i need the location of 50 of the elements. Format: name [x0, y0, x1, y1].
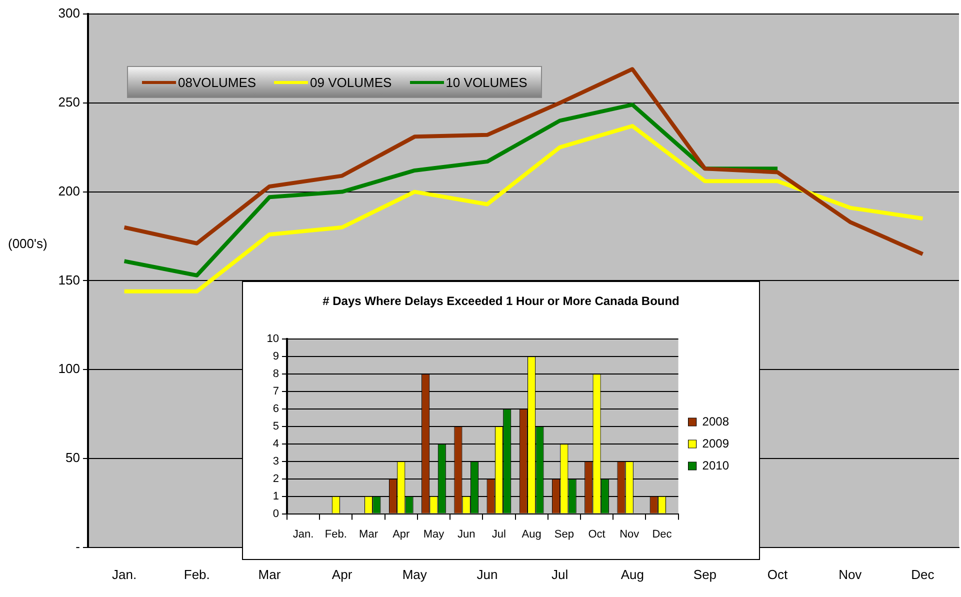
- x-tick-label: May: [423, 528, 445, 540]
- legend-label: 08VOLUMES: [177, 74, 256, 90]
- y-tick-label: 8: [272, 368, 279, 380]
- y-tick-label: 4: [272, 438, 279, 450]
- x-tick-label: Jun: [476, 566, 498, 582]
- legend-label: 2008: [702, 414, 730, 428]
- y-tick-label: 150: [58, 272, 80, 288]
- x-tick-label: Dec: [911, 566, 935, 582]
- x-tick-label: Apr: [392, 528, 410, 540]
- y-tick-label: 3: [272, 455, 279, 468]
- y-tick-label: 2: [272, 472, 279, 485]
- x-tick-label: Jun: [457, 528, 476, 540]
- y-tick-label: 50: [66, 450, 80, 466]
- x-tick-label: Aug: [522, 528, 542, 540]
- y-tick-label: 200: [58, 183, 80, 198]
- y-tick-label: 10: [266, 333, 279, 346]
- legend-label: 09 VOLUMES: [309, 74, 392, 90]
- x-tick-label: Aug: [620, 566, 644, 582]
- y-tick-label: 100: [58, 361, 80, 376]
- x-tick-label: Jan.: [112, 566, 137, 582]
- y-axis-title: (000's): [8, 236, 48, 251]
- x-tick-label: Sep: [693, 566, 717, 582]
- x-tick-label: Jul: [492, 528, 506, 540]
- x-tick-label: Feb.: [324, 528, 347, 540]
- y-tick-label: -: [76, 538, 80, 554]
- x-tick-label: Sep: [554, 528, 574, 540]
- x-tick-label: May: [402, 566, 428, 582]
- legend-label: 2009: [702, 436, 730, 450]
- y-tick-label: 300: [58, 6, 80, 21]
- x-tick-label: Mar: [258, 566, 282, 582]
- y-tick-label: 250: [58, 94, 80, 110]
- x-tick-label: Dec: [652, 528, 672, 540]
- y-tick-label: 5: [272, 420, 279, 432]
- x-tick-label: Nov: [620, 528, 640, 540]
- y-tick-label: 7: [272, 385, 279, 398]
- x-tick-label: Feb.: [184, 566, 210, 582]
- y-tick-label: 0: [272, 508, 279, 520]
- x-tick-label: Jul: [551, 566, 568, 582]
- x-tick-label: Oct: [588, 528, 606, 540]
- x-tick-label: Apr: [332, 566, 353, 582]
- y-tick-label: 9: [272, 350, 279, 363]
- x-tick-label: Oct: [767, 566, 788, 582]
- legend-label: 2010: [702, 458, 730, 472]
- legend-label: 10 VOLUMES: [444, 74, 528, 90]
- y-tick-label: 6: [272, 402, 279, 415]
- x-tick-label: Nov: [838, 566, 862, 582]
- x-tick-label: Mar: [359, 528, 378, 540]
- x-tick-label: Jan.: [292, 528, 314, 540]
- chart-title: # Days Where Delays Exceeded 1 Hour or More Canada Bound: [322, 294, 680, 309]
- y-tick-label: 1: [272, 490, 279, 502]
